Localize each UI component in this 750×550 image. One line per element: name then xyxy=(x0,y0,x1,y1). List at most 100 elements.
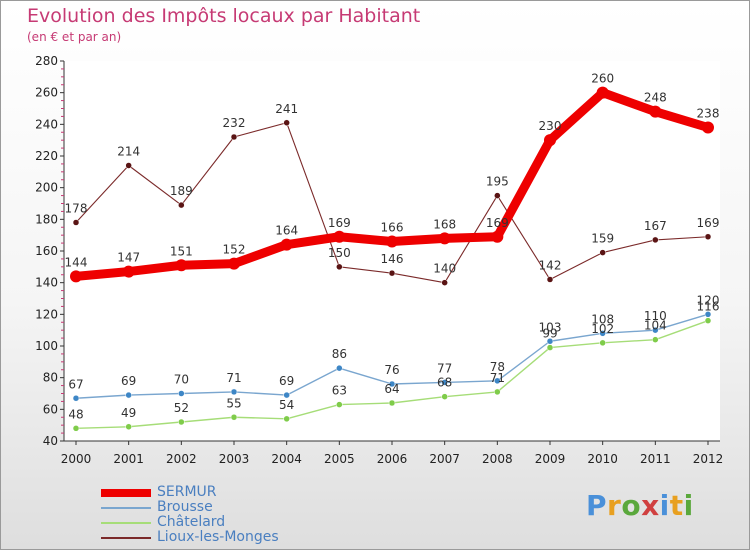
data-label: 76 xyxy=(384,363,399,377)
data-label: 140 xyxy=(433,262,456,276)
data-point xyxy=(494,377,501,385)
data-point xyxy=(702,121,714,134)
data-label: 214 xyxy=(117,145,140,159)
data-label: 108 xyxy=(591,312,614,326)
legend-swatch xyxy=(101,522,151,524)
data-point xyxy=(178,390,185,397)
x-tick-label: 2010 xyxy=(587,452,618,466)
data-label: 238 xyxy=(697,107,720,121)
y-tick-label: 180 xyxy=(35,212,58,226)
x-tick-label: 2001 xyxy=(113,452,144,466)
data-point xyxy=(546,338,554,345)
y-tick-label: 160 xyxy=(35,244,58,258)
y-tick-label: 260 xyxy=(35,86,58,100)
data-point xyxy=(175,259,188,272)
x-tick-label: 2004 xyxy=(271,452,302,466)
data-point xyxy=(596,86,609,99)
data-point xyxy=(438,232,451,245)
proxiti-logo: Proxiti xyxy=(586,489,694,522)
legend-label: SERMUR xyxy=(157,484,217,500)
data-point xyxy=(494,388,501,396)
data-label: 52 xyxy=(174,401,189,415)
data-label: 70 xyxy=(174,373,189,387)
data-point xyxy=(494,192,501,199)
data-point xyxy=(72,395,80,402)
data-label: 142 xyxy=(539,259,562,273)
x-tick-label: 2008 xyxy=(482,452,513,466)
data-label: 241 xyxy=(275,102,298,116)
x-tick-label: 2012 xyxy=(693,452,724,466)
x-tick-label: 2003 xyxy=(219,452,250,466)
x-tick-label: 2002 xyxy=(166,452,197,466)
data-label: 167 xyxy=(644,219,667,233)
logo-letter: o xyxy=(621,489,642,522)
data-point xyxy=(599,339,606,347)
data-point xyxy=(599,330,606,337)
data-point xyxy=(283,391,290,399)
data-label: 260 xyxy=(591,72,614,86)
data-label: 54 xyxy=(279,398,294,412)
data-point xyxy=(178,201,185,209)
data-point xyxy=(336,401,343,408)
data-label: 49 xyxy=(121,406,136,420)
y-tick-label: 200 xyxy=(35,181,58,195)
legend-swatch xyxy=(101,537,151,539)
data-point xyxy=(441,379,448,386)
legend-label: Brousse xyxy=(157,499,213,515)
x-tick-label: 2006 xyxy=(377,452,408,466)
data-point xyxy=(283,415,290,423)
data-point xyxy=(441,393,448,400)
data-label: 71 xyxy=(226,371,241,385)
y-tick-label: 240 xyxy=(35,117,58,131)
data-point xyxy=(72,425,80,432)
data-point xyxy=(280,238,293,251)
data-label: 168 xyxy=(433,217,456,231)
data-point xyxy=(386,235,398,248)
data-point xyxy=(388,399,396,407)
data-point xyxy=(125,162,132,169)
y-tick-label: 140 xyxy=(35,276,58,290)
x-tick-label: 2011 xyxy=(640,452,671,466)
data-label: 102 xyxy=(591,322,614,336)
data-label: 164 xyxy=(275,224,298,238)
y-tick-label: 60 xyxy=(43,402,58,416)
data-label: 63 xyxy=(332,384,347,398)
data-point xyxy=(704,311,712,318)
data-point xyxy=(599,249,606,256)
data-label: 99 xyxy=(542,327,557,341)
data-point xyxy=(125,391,132,399)
data-point xyxy=(228,257,240,270)
data-label: 178 xyxy=(65,202,88,216)
data-point xyxy=(652,326,659,334)
data-point xyxy=(388,269,396,277)
y-tick-label: 220 xyxy=(35,149,58,163)
data-point xyxy=(491,230,504,243)
chart-title: Evolution des Impôts locaux par Habitant xyxy=(27,5,421,27)
data-label: 159 xyxy=(591,232,614,246)
chart-subtitle: (en € et par an) xyxy=(27,30,122,44)
data-point xyxy=(230,414,238,421)
y-tick-label: 40 xyxy=(43,434,58,448)
data-label: 68 xyxy=(437,376,452,390)
data-point xyxy=(704,317,712,324)
data-point xyxy=(441,279,448,286)
data-point xyxy=(178,418,185,426)
data-label: 195 xyxy=(486,175,509,189)
data-label: 104 xyxy=(644,319,667,333)
legend-label: Lioux-les-Monges xyxy=(157,529,279,545)
data-point xyxy=(122,265,135,278)
data-label: 144 xyxy=(65,255,88,269)
logo-letter: t xyxy=(669,489,684,522)
data-label: 151 xyxy=(170,244,193,258)
data-label: 166 xyxy=(381,221,404,235)
data-label: 116 xyxy=(697,300,720,314)
x-tick-label: 2007 xyxy=(429,452,460,466)
data-label: 169 xyxy=(697,216,720,230)
data-point xyxy=(649,105,662,118)
data-label: 110 xyxy=(644,309,667,323)
data-point xyxy=(704,233,712,240)
data-label: 147 xyxy=(117,251,140,265)
data-label: 86 xyxy=(332,347,347,361)
